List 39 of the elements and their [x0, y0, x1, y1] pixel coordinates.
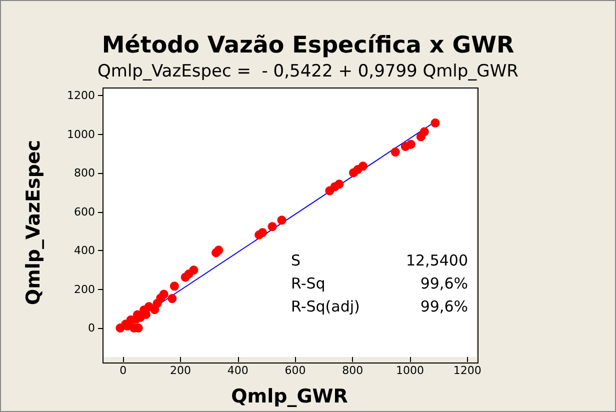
y-tick-label: 1000	[67, 128, 95, 141]
point	[180, 272, 190, 282]
point	[168, 294, 177, 304]
point	[277, 216, 286, 225]
y-tick-label: 1200	[67, 89, 95, 102]
y-tick-label: 800	[74, 166, 95, 180]
y-tick-label: 200	[74, 282, 95, 296]
x-tick-label: 400	[227, 364, 248, 377]
point	[116, 323, 125, 332]
point	[212, 248, 221, 258]
annotation: S	[291, 252, 301, 270]
point	[325, 186, 334, 196]
x-tick-label: 800	[342, 364, 364, 377]
point	[170, 282, 179, 291]
x-tick-label: 1200	[453, 364, 482, 377]
point	[254, 230, 264, 240]
annotation: R-Sq	[291, 274, 326, 292]
chart-subtitle: Qmlp_VazEspec = - 0,5422 + 0,9799 Qmlp_GWR	[98, 62, 519, 82]
y-tick-label: 400	[74, 244, 95, 258]
point	[416, 132, 426, 142]
chart-title: Método Vazão Específica x GWR	[102, 32, 514, 58]
point	[348, 168, 358, 178]
point	[430, 118, 440, 128]
annotation: R-Sq(adj)	[291, 298, 360, 316]
annotation: 99,6%	[420, 298, 468, 316]
x-tick-label: 0	[120, 364, 127, 377]
annotation: 12,5400	[406, 252, 468, 270]
y-axis-title: Qmlp_VazEspec	[22, 140, 44, 306]
y-tick-label: 600	[74, 205, 95, 218]
y-tick-label: 0	[88, 321, 95, 334]
x-tick-label: 200	[170, 364, 191, 377]
x-tick-label: 600	[284, 364, 306, 377]
x-axis-title: Qmlp_GWR	[231, 386, 348, 408]
point	[400, 142, 410, 151]
point	[150, 305, 160, 314]
point	[390, 148, 400, 157]
annotation: 99,6%	[420, 274, 468, 292]
x-tick-label: 1000	[396, 364, 424, 377]
point	[268, 222, 277, 232]
